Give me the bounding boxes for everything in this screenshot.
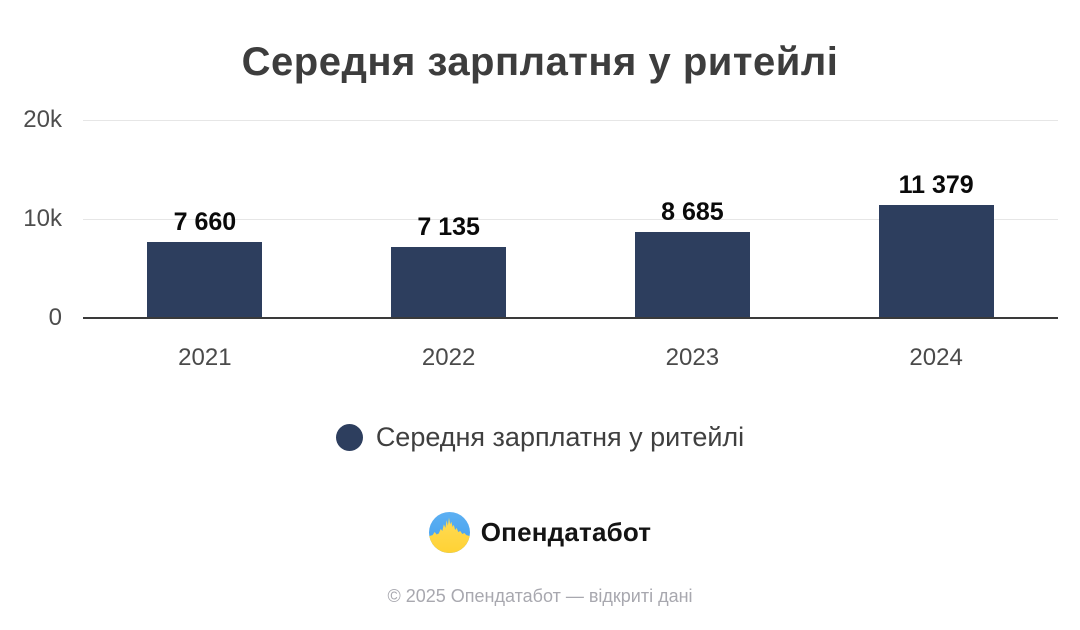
footer-copyright: © 2025 Опендатабот — відкриті дані bbox=[387, 586, 693, 606]
chart-title: Середня зарплатня у ритейлі bbox=[241, 40, 839, 84]
bar-column-2024: 11 379 bbox=[814, 120, 1058, 318]
bar-2022 bbox=[391, 247, 507, 318]
y-tick-label: 20k bbox=[23, 106, 62, 133]
bar-2024 bbox=[878, 205, 994, 318]
gridline bbox=[83, 120, 1058, 121]
legend-label: Середня зарплатня у ритейлі bbox=[375, 422, 745, 452]
bar-column-2023: 8 685 bbox=[571, 120, 815, 318]
legend: Середня зарплатня у ритейлі bbox=[0, 422, 1080, 453]
x-axis-line bbox=[83, 317, 1058, 319]
bar-value-label: 7 660 bbox=[173, 208, 237, 237]
y-axis: 0 10k 20k bbox=[0, 106, 62, 331]
y-tick-label: 10k bbox=[23, 205, 62, 232]
x-tick-label: 2024 bbox=[909, 344, 963, 371]
x-tick-label: 2022 bbox=[421, 344, 476, 371]
y-tick-label: 0 bbox=[48, 304, 62, 331]
plot-area: 7 660 7 135 8 685 11 379 bbox=[83, 120, 1058, 319]
gridline bbox=[83, 219, 1058, 220]
x-tick-label: 2021 bbox=[178, 344, 232, 371]
bar-chart: 0 10k 20k 7 660 7 135 8 685 11 379 2021 2022 20… bbox=[0, 106, 1080, 380]
x-axis-labels: 2021 2022 2023 2024 bbox=[83, 344, 1058, 372]
bar-value-label: 7 135 bbox=[417, 213, 480, 242]
x-tick-label: 2023 bbox=[665, 344, 720, 371]
bar-2023 bbox=[634, 232, 750, 318]
bar-column-2022: 7 135 bbox=[327, 120, 571, 318]
legend-marker-circle bbox=[335, 424, 363, 451]
brand-name: Опендатабот bbox=[480, 517, 652, 547]
opendatabot-logo-icon bbox=[428, 512, 470, 553]
bar-value-label: 11 379 bbox=[898, 171, 974, 200]
bars-container: 7 660 7 135 8 685 11 379 bbox=[83, 120, 1058, 318]
bar-value-label: 8 685 bbox=[661, 198, 724, 227]
brand-logo: Опендатабот bbox=[0, 512, 1080, 553]
bar-column-2021: 7 660 bbox=[83, 120, 327, 318]
bar-2021 bbox=[147, 242, 263, 318]
